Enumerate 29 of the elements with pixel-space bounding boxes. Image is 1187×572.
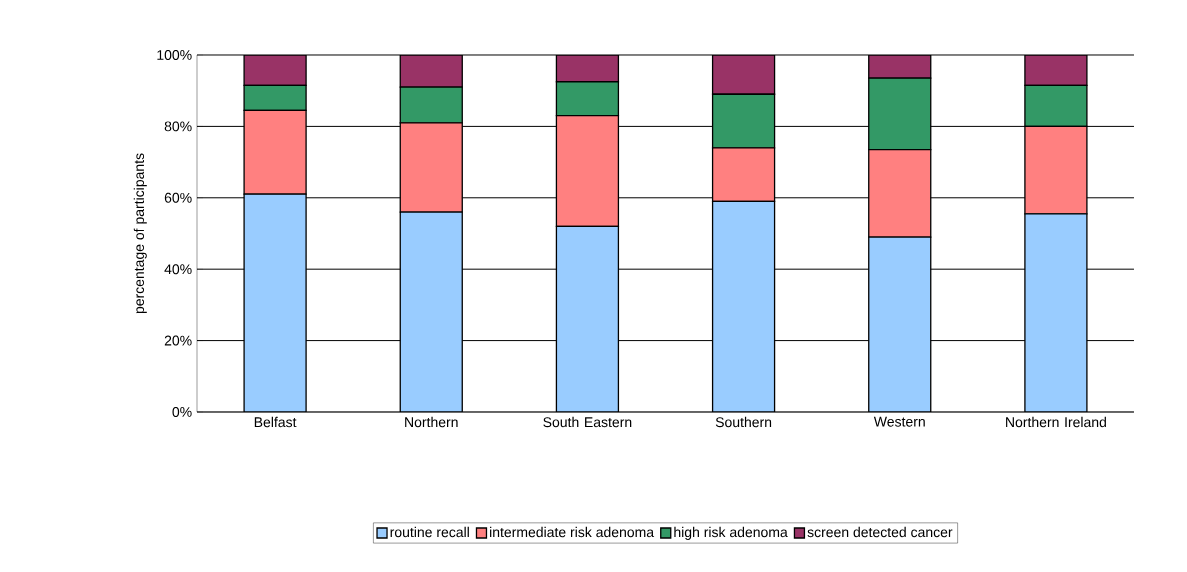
bar [711,200,776,412]
bar [243,54,307,86]
y-axis-title: percentage of participants [133,153,147,314]
x-tick-label: Belfast [254,416,297,428]
x-tick-label: Western [873,416,925,427]
y-tick-label: 100% [157,50,192,60]
bar [243,193,307,412]
y-tick-label: 80% [164,121,192,132]
bar [868,54,932,79]
legend-label: high risk adenoma [674,526,788,540]
y-tick-label: 60% [164,192,192,203]
bar [868,236,932,412]
bar [555,54,620,83]
bar [711,54,776,95]
x-tick-label: South Eastern [543,416,632,428]
legend-label: routine recall [390,526,469,538]
x-tick-label: Northern Ireland [1006,416,1106,428]
x-tick-label: Southern [715,416,772,428]
y-tick-label: 20% [164,335,192,346]
y-tick-label: 40% [164,264,192,275]
bar [399,211,463,412]
bar [555,225,620,412]
bar [399,54,463,88]
legend-label: screen detected cancer [807,526,953,538]
bar [1024,54,1088,86]
legend-label: intermediate risk adenoma [490,526,655,538]
y-tick-label: 0% [172,407,192,417]
x-tick-label: Northern [405,416,458,428]
bar [1024,213,1088,412]
